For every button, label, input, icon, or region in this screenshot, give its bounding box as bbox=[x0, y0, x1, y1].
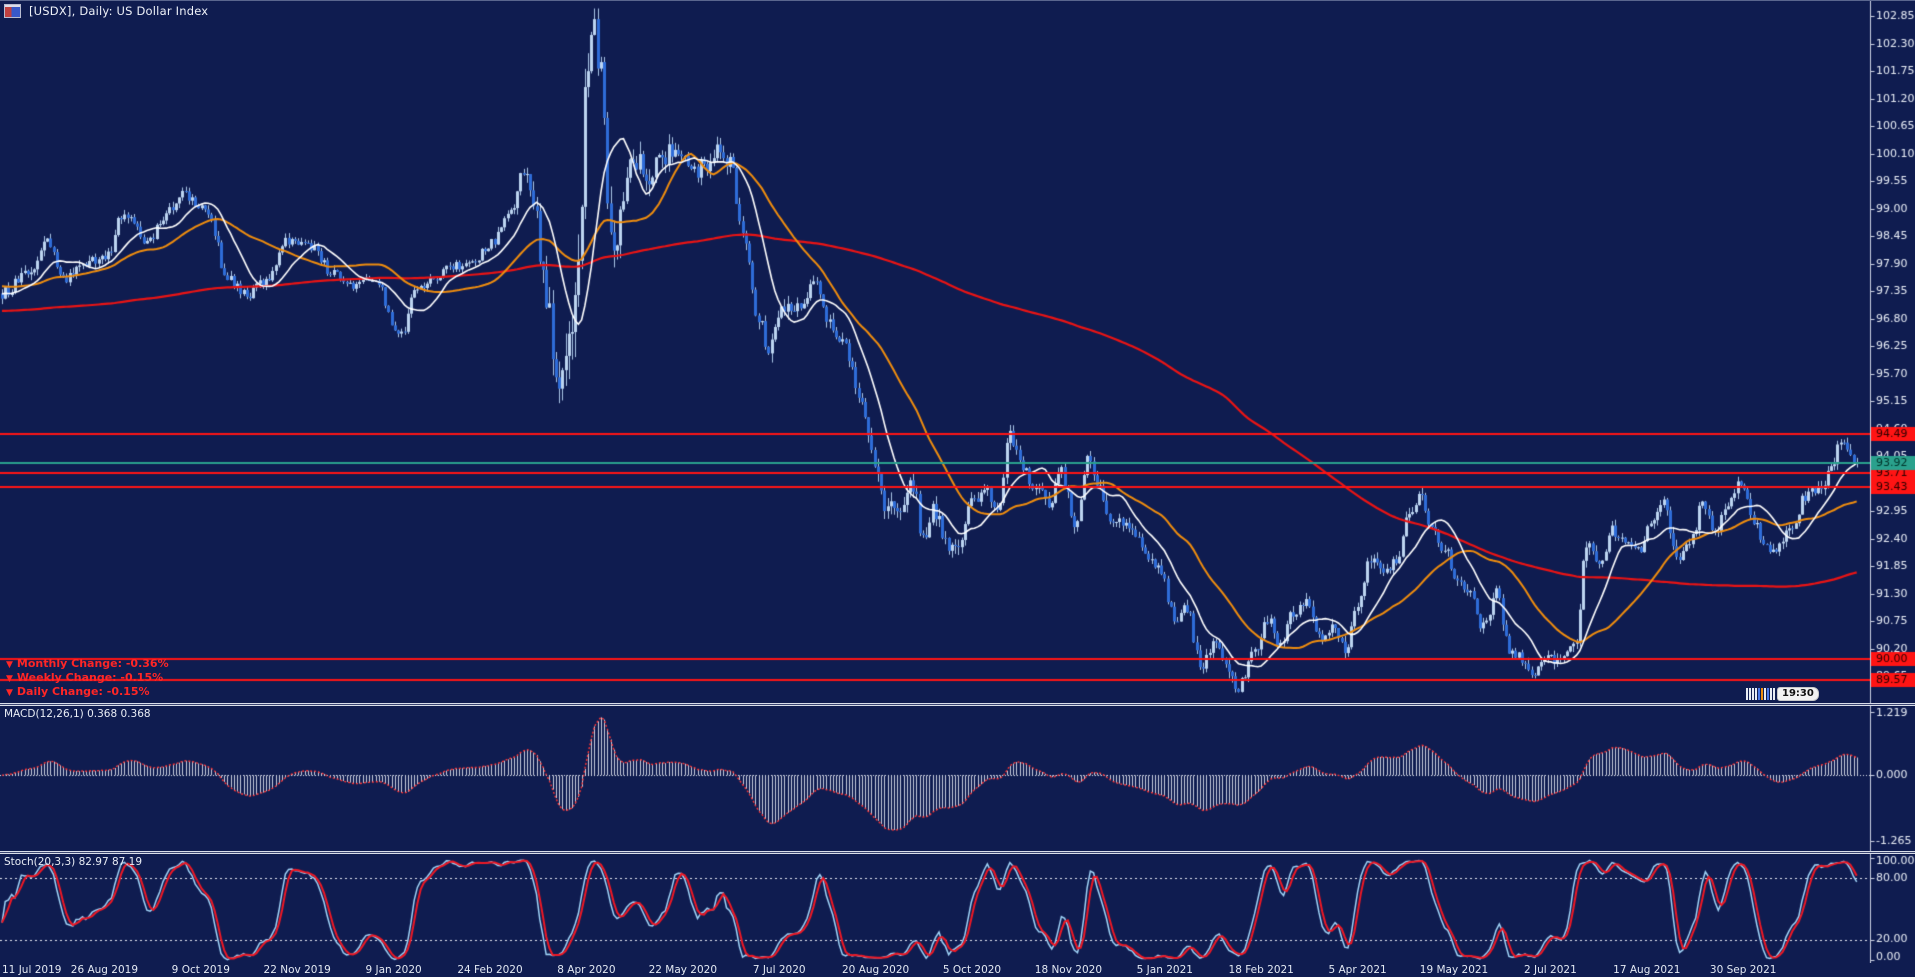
monthly-change-row: ▼ Monthly Change: -0.36% bbox=[6, 657, 169, 671]
daily-change-row: ▼ Daily Change: -0.15% bbox=[6, 685, 169, 699]
down-triangle-icon: ▼ bbox=[6, 660, 13, 670]
monthly-change-label: Monthly Change: bbox=[16, 657, 123, 670]
stoch-name: Stoch(20,3,3) bbox=[4, 856, 76, 868]
macd-canvas[interactable] bbox=[0, 706, 1915, 851]
date-label: 7 Jul 2020 bbox=[752, 964, 806, 976]
price-chart-canvas[interactable] bbox=[0, 1, 1915, 703]
date-label: 22 May 2020 bbox=[648, 964, 718, 976]
countdown-bar bbox=[1746, 687, 1748, 700]
panel-splitter[interactable] bbox=[0, 851, 1915, 854]
countdown-bar bbox=[1761, 687, 1763, 700]
weekly-change-row: ▼ Weekly Change: -0.15% bbox=[6, 671, 169, 685]
macd-values: 0.368 0.368 bbox=[87, 708, 151, 720]
macd-panel: MACD(12,26,1) 0.368 0.368 bbox=[0, 706, 1915, 851]
date-label: 30 Sep 2021 bbox=[1709, 964, 1777, 976]
down-triangle-icon: ▼ bbox=[6, 674, 13, 684]
date-label: 19 May 2021 bbox=[1419, 964, 1489, 976]
date-label: 9 Oct 2019 bbox=[171, 964, 230, 976]
date-label: 5 Oct 2020 bbox=[942, 964, 1002, 976]
countdown-bar bbox=[1752, 687, 1754, 700]
date-axis[interactable]: 11 Jul 2019 26 Aug 2019 9 Oct 2019 22 Nov 2… bbox=[0, 963, 1915, 977]
macd-name: MACD(12,26,1) bbox=[4, 708, 84, 720]
countdown-bar bbox=[1764, 687, 1766, 700]
countdown-bar bbox=[1767, 687, 1769, 700]
chart-title-bar[interactable]: [USDX], Daily: US Dollar Index bbox=[4, 4, 208, 18]
countdown-bar bbox=[1749, 687, 1751, 700]
date-label: 24 Feb 2020 bbox=[457, 964, 523, 976]
daily-change-value: -0.15% bbox=[106, 685, 150, 698]
stoch-values: 82.97 87.19 bbox=[78, 856, 143, 868]
change-overlay: ▼ Monthly Change: -0.36% ▼ Weekly Change: … bbox=[6, 657, 169, 699]
date-label: 17 Aug 2021 bbox=[1613, 964, 1681, 976]
price-panel: [USDX], Daily: US Dollar Index ▼ Monthly … bbox=[0, 1, 1915, 703]
weekly-change-value: -0.15% bbox=[120, 671, 164, 684]
date-label: 9 Jan 2020 bbox=[365, 964, 422, 976]
countdown-bar bbox=[1770, 687, 1772, 700]
countdown-bar bbox=[1773, 687, 1775, 700]
candle-countdown: 19:30 bbox=[1746, 686, 1819, 701]
date-label: 8 Apr 2020 bbox=[557, 964, 616, 976]
countdown-bars-icon bbox=[1746, 687, 1776, 700]
date-label: 5 Apr 2021 bbox=[1328, 964, 1387, 976]
chart-icon bbox=[4, 4, 21, 18]
countdown-bar bbox=[1755, 687, 1757, 700]
date-label: 11 Jul 2019 bbox=[2, 964, 62, 976]
date-label: 2 Jul 2021 bbox=[1524, 964, 1577, 976]
date-label: 5 Jan 2021 bbox=[1136, 964, 1193, 976]
date-label: 18 Nov 2020 bbox=[1034, 964, 1103, 976]
weekly-change-label: Weekly Change: bbox=[16, 671, 117, 684]
down-triangle-icon: ▼ bbox=[6, 688, 13, 698]
monthly-change-value: -0.36% bbox=[125, 657, 169, 670]
date-label: 26 Aug 2019 bbox=[70, 964, 139, 976]
countdown-timer: 19:30 bbox=[1777, 686, 1819, 701]
chart-title: [USDX], Daily: US Dollar Index bbox=[29, 4, 209, 18]
countdown-bar bbox=[1758, 687, 1760, 700]
stochastic-canvas[interactable] bbox=[0, 854, 1915, 963]
date-label: 20 Aug 2020 bbox=[841, 964, 910, 976]
date-label: 18 Feb 2021 bbox=[1228, 964, 1294, 976]
daily-change-label: Daily Change: bbox=[16, 685, 103, 698]
stochastic-label: Stoch(20,3,3) 82.97 87.19 bbox=[4, 856, 142, 868]
panel-splitter[interactable] bbox=[0, 703, 1915, 706]
date-label: 22 Nov 2019 bbox=[263, 964, 331, 976]
stochastic-panel: Stoch(20,3,3) 82.97 87.19 bbox=[0, 854, 1915, 963]
macd-label: MACD(12,26,1) 0.368 0.368 bbox=[4, 708, 151, 720]
